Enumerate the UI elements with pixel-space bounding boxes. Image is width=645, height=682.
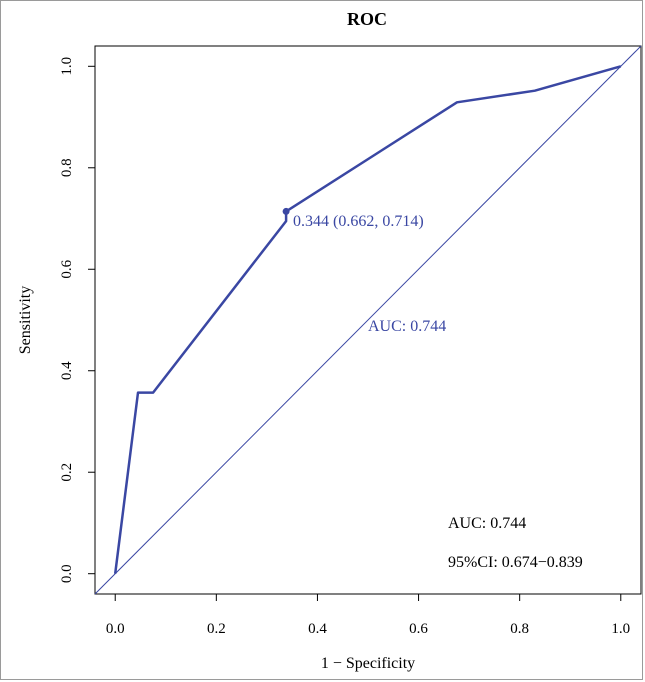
x-tick-label: 0.6 <box>409 621 428 637</box>
y-tick-label: 0.0 <box>59 564 75 583</box>
y-tick-label: 0.4 <box>59 361 75 380</box>
x-tick-label: 0.2 <box>207 621 226 637</box>
x-tick-label: 0.8 <box>510 621 529 637</box>
x-tick-label: 0.0 <box>106 621 125 637</box>
x-axis-label: 1 − Specificity <box>321 655 415 672</box>
y-axis-label: Sensitivity <box>17 286 34 354</box>
y-tick-label: 0.2 <box>59 463 75 482</box>
reference-diagonal-line <box>94 45 642 595</box>
roc-curve-line <box>113 65 622 574</box>
y-tick-label: 0.6 <box>59 259 75 278</box>
x-axis: 0.0 0.2 0.4 0.6 0.8 1.0 <box>106 593 630 637</box>
y-tick-label: 1.0 <box>59 57 75 76</box>
ci-text: 95%CI: 0.674−0.839 <box>448 554 583 571</box>
threshold-point <box>282 207 290 215</box>
y-axis: 0.0 0.2 0.4 0.6 0.8 1.0 <box>59 57 96 583</box>
threshold-label: 0.344 (0.662, 0.714) <box>293 213 424 230</box>
chart-title: ROC <box>347 9 387 29</box>
x-tick-label: 1.0 <box>611 621 630 637</box>
y-tick-label: 0.8 <box>59 158 75 177</box>
x-tick-label: 0.4 <box>308 621 327 637</box>
auc-text: AUC: 0.744 <box>448 515 526 532</box>
auc-label-plot: AUC: 0.744 <box>368 318 446 335</box>
